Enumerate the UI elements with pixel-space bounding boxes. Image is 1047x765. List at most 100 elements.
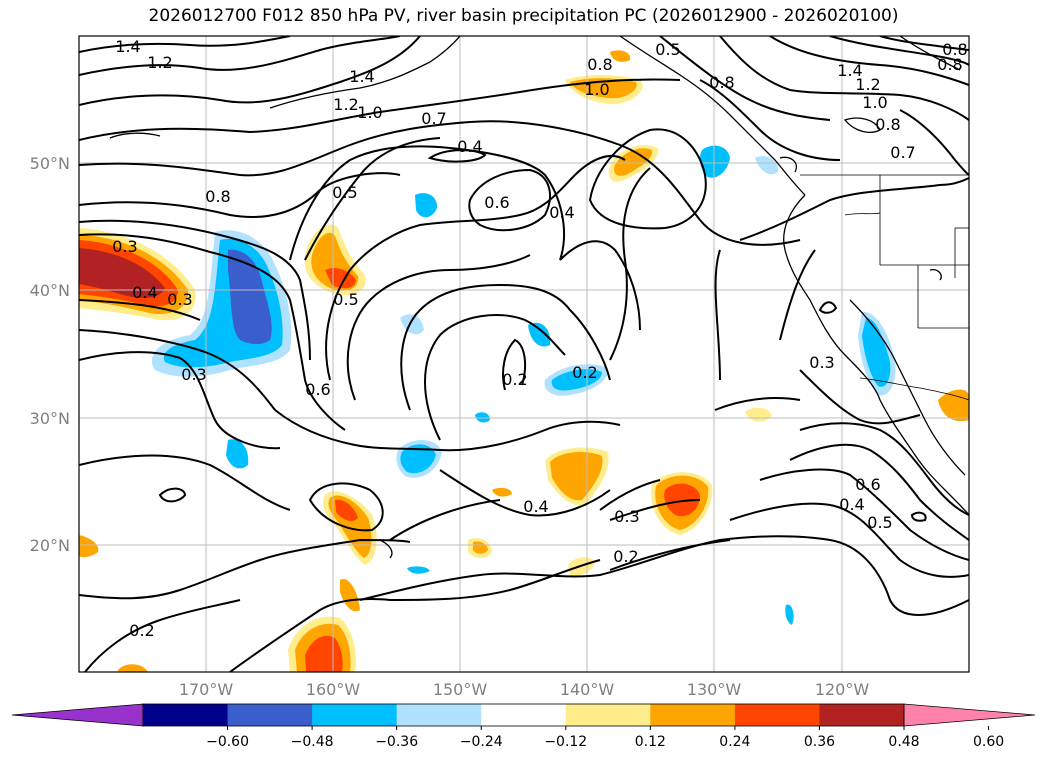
contour-label: 0.8: [587, 55, 612, 74]
contour-labels: 1.4 1.2 1.4 1.2 1.0 0.7 0.8 0.5 1.0 0.4 …: [112, 37, 967, 640]
contour-label: 0.2: [129, 621, 154, 640]
contour-label: 0.6: [855, 475, 880, 494]
shade-positive-west-darkred: [79, 248, 165, 298]
lon-label: 140°W: [560, 680, 615, 699]
contour-label: 0.5: [332, 183, 357, 202]
contour-label: 0.7: [421, 109, 446, 128]
contour-label: 0.4: [549, 203, 574, 222]
shade-negative-coast: [699, 145, 730, 178]
shade-negative-155w: [415, 193, 438, 218]
shade-positive-142w-orange: [550, 452, 603, 501]
colorbar-segment: [396, 704, 482, 726]
colorbar-tick-label: −0.36: [375, 734, 418, 750]
contour-label: 0.6: [305, 380, 330, 399]
colorbar-tick-label: −0.24: [460, 734, 503, 750]
shade-positive-127w: [745, 407, 772, 422]
lat-label: 40°N: [30, 281, 70, 300]
contour-label: 1.0: [862, 93, 887, 112]
shade-positive-158w: [340, 579, 360, 612]
shade-negative-140w-mid: [551, 369, 602, 391]
colorbar-tick-label: 0.12: [635, 734, 666, 750]
shade-negative-small3: [785, 604, 794, 625]
contour-label: 0.5: [655, 40, 680, 59]
lon-label: 160°W: [306, 680, 361, 699]
contour-label: 0.8: [875, 115, 900, 134]
colorbar-extend-left: [11, 703, 144, 727]
shade-negative-small2: [407, 566, 430, 574]
map-plot-area: 1.4 1.2 1.4 1.2 1.0 0.7 0.8 0.5 1.0 0.4 …: [79, 36, 969, 672]
lon-label: 130°W: [687, 680, 742, 699]
shade-positive-west-south: [79, 535, 99, 558]
shade-positive-160w-b-orange: [328, 495, 372, 558]
contour-label: 1.2: [333, 95, 358, 114]
map-frame: [78, 35, 970, 673]
colorbar-segment: [312, 704, 398, 726]
contour-label: 0.3: [181, 365, 206, 384]
lat-label: 50°N: [30, 154, 70, 173]
lat-label: 20°N: [30, 536, 70, 555]
shade-negative-170w-dark: [228, 249, 272, 345]
colorbar-segment: [650, 704, 736, 726]
contour-label: 0.3: [809, 353, 834, 372]
colorbar-segment: [565, 704, 651, 726]
lon-label: 120°W: [815, 680, 870, 699]
contour-label: 0.7: [890, 143, 915, 162]
contour-label: 1.0: [357, 103, 382, 122]
colorbar-tick-label: 0.24: [719, 734, 750, 750]
contour-label: 1.4: [115, 37, 140, 56]
shade-positive-160w-b-red: [335, 499, 358, 521]
lon-label: 150°W: [433, 680, 488, 699]
contour-label: 1.4: [349, 67, 374, 86]
contour-label: 0.8: [937, 55, 962, 74]
map-title: 2026012700 F012 850 hPa PV, river basin …: [148, 6, 899, 26]
contour-label: 0.3: [167, 290, 192, 309]
contour-label: 1.2: [147, 53, 172, 72]
colorbar: −0.60 −0.48 −0.36 −0.24 −0.12 0.12 0.24 0.36 0.4…: [11, 703, 1036, 750]
contour-label: 0.4: [523, 497, 548, 516]
shade-positive-133w-red: [664, 483, 700, 517]
coastlines: [109, 36, 969, 559]
shade-positive-115w: [938, 389, 969, 422]
contour-label: 1.0: [584, 80, 609, 99]
contour-label: 0.5: [333, 290, 358, 309]
colorbar-segment: [143, 704, 229, 726]
colorbar-segment: [481, 704, 567, 726]
borders: [800, 174, 969, 401]
contour-label: 1.4: [837, 61, 862, 80]
contour-label: 0.4: [457, 137, 482, 156]
colorbar-frame: [142, 703, 905, 727]
shade-negative-coast2: [755, 155, 779, 175]
shade-positive-145w: [492, 487, 512, 497]
colorbar-tick-label: 0.60: [973, 734, 1004, 750]
contour-label: 0.4: [132, 283, 157, 302]
latitude-labels: 50°N 40°N 30°N 20°N: [30, 154, 70, 555]
shade-positive-northeast-small: [610, 50, 631, 62]
longitude-labels: 170°W 160°W 150°W 140°W 130°W 120°W: [179, 680, 870, 699]
shade-negative-150w: [400, 314, 424, 335]
shade-negative-120w-mid: [862, 318, 891, 387]
contour-label: 0.3: [614, 507, 639, 526]
lat-label: 30°N: [30, 409, 70, 428]
contour-label: 0.4: [839, 495, 864, 514]
shade-negative-small1: [475, 412, 490, 423]
shade-negative-170w-south: [226, 439, 249, 469]
colorbar-segment: [227, 704, 313, 726]
colorbar-tick-label: −0.60: [206, 734, 249, 750]
colorbar-segment: [819, 704, 905, 726]
contour-label: 0.6: [484, 193, 509, 212]
shade-negative-145w: [528, 322, 551, 347]
contour-label: 0.8: [709, 73, 734, 92]
pv-contours: [79, 36, 969, 672]
contour-label: 0.5: [867, 513, 892, 532]
colorbar-extend-right: [903, 703, 1036, 727]
contour-label: 0.2: [572, 363, 597, 382]
shade-positive-175w: [118, 664, 148, 672]
contour-label: 0.8: [205, 187, 230, 206]
contour-label: 0.2: [502, 370, 527, 389]
contour-label: 0.2: [613, 547, 638, 566]
colorbar-tick-label: 0.48: [888, 734, 919, 750]
shade-positive-135w-orange: [614, 148, 653, 176]
colorbar-tick-label: −0.12: [544, 734, 587, 750]
contour-label: 0.3: [112, 237, 137, 256]
